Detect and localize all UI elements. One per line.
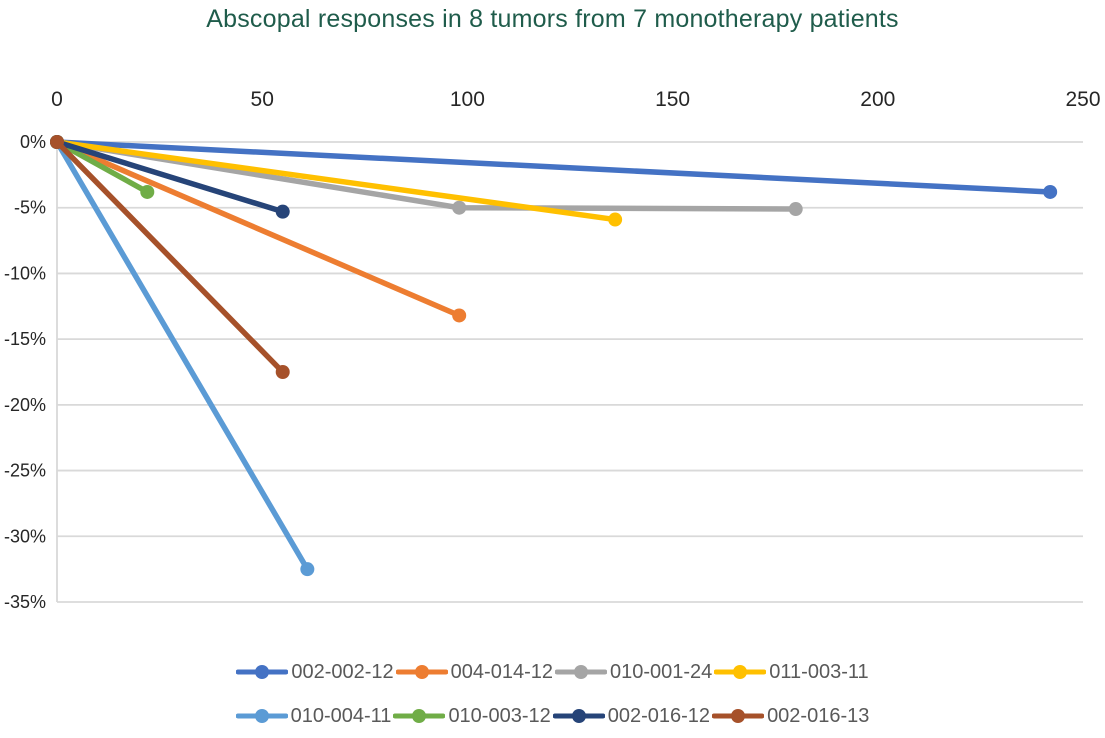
legend-label-004-014-12: 004-014-12 [450,660,553,683]
series-point-004-014-12 [452,308,467,323]
legend-marker-icon [714,665,767,679]
series-point-002-002-12 [1043,184,1058,199]
legend-item-002-002-12: 002-002-12 [236,660,394,684]
legend-label-002-016-12: 002-016-12 [607,704,711,727]
legend-marker-icon [395,665,448,679]
legend-marker-icon [235,709,288,723]
legend-label-010-003-12: 010-003-12 [448,704,551,727]
chart-title: Abscopal responses in 8 tumors from 7 mo… [206,5,899,33]
legend-item-004-014-12: 004-014-12 [395,660,553,684]
legend-marker-icon [712,709,765,723]
series-point-011-003-11 [608,212,623,227]
series-line-010-003-12 [54,139,151,195]
legend-item-011-003-11: 011-003-11 [714,660,869,684]
legend-marker-icon [236,665,289,679]
series-line-011-003-11 [54,139,618,223]
series-point-002-016-13 [50,135,64,149]
chart-legend: 002-002-12 004-014-12 010-001-24 011-003-11… [0,650,1105,738]
legend-key-dot [731,709,746,723]
legend-label-010-001-24: 010-001-24 [609,660,713,683]
legend-marker-icon [554,665,607,679]
legend-item-002-016-13: 002-016-13 [712,705,869,728]
legend-key-dot [414,665,429,679]
y-axis-label--20%: -20% [4,395,46,415]
y-axis-label--10%: -10% [4,263,46,283]
y-axis-label-0%: 0% [20,132,46,152]
series-line-002-016-12 [54,139,286,215]
x-axis-label-150: 150 [655,88,690,111]
series-point-010-001-24 [452,200,467,215]
x-axis-label-0: 0 [51,88,63,111]
series-line-010-004-11 [54,139,311,572]
legend-marker-icon [552,709,605,723]
series-point-010-003-12 [140,184,155,199]
legend-key-dot [254,709,269,723]
legend-item-010-001-24: 010-001-24 [554,660,713,684]
x-axis-label-250: 250 [1065,88,1100,111]
legend-label-002-016-13: 002-016-13 [767,704,870,727]
series-line-004-014-12 [54,139,462,319]
legend-item-002-016-12: 002-016-12 [552,704,711,728]
legend-label-010-004-11: 010-004-11 [290,704,392,727]
legend-item-010-003-12: 010-003-12 [393,704,551,728]
series-point-010-001-24 [788,202,803,217]
y-axis-label--30%: -30% [4,526,46,546]
legend-key-dot [733,665,748,679]
y-axis-label--25%: -25% [4,461,46,481]
legend-marker-icon [393,709,446,723]
legend-row-1: 002-002-12 004-014-12 010-001-24 011-003-11 [235,650,869,694]
y-axis-label--35%: -35% [4,592,46,612]
legend-item-010-004-11: 010-004-11 [235,704,392,728]
series-line-002-016-13 [54,139,286,375]
legend-label-002-002-12: 002-002-12 [291,660,394,683]
series-line-002-002-12 [54,139,1053,195]
x-axis-label-200: 200 [860,88,895,111]
y-axis-label--15%: -15% [4,329,46,349]
legend-key-dot [573,665,588,679]
x-axis-label-100: 100 [450,88,485,111]
series-point-002-016-13 [275,365,290,379]
legend-key-dot [571,709,586,723]
legend-key-dot [255,665,270,679]
series-point-010-004-11 [300,562,315,577]
legend-key-dot [412,709,427,723]
y-axis-label--5%: -5% [14,198,46,218]
x-axis-label-50: 50 [251,88,274,111]
legend-label-011-003-11: 011-003-11 [769,660,869,683]
legend-row-2: 010-004-11 010-003-12 002-016-12 002-016-13 [235,694,871,738]
series-point-002-016-12 [275,204,290,219]
